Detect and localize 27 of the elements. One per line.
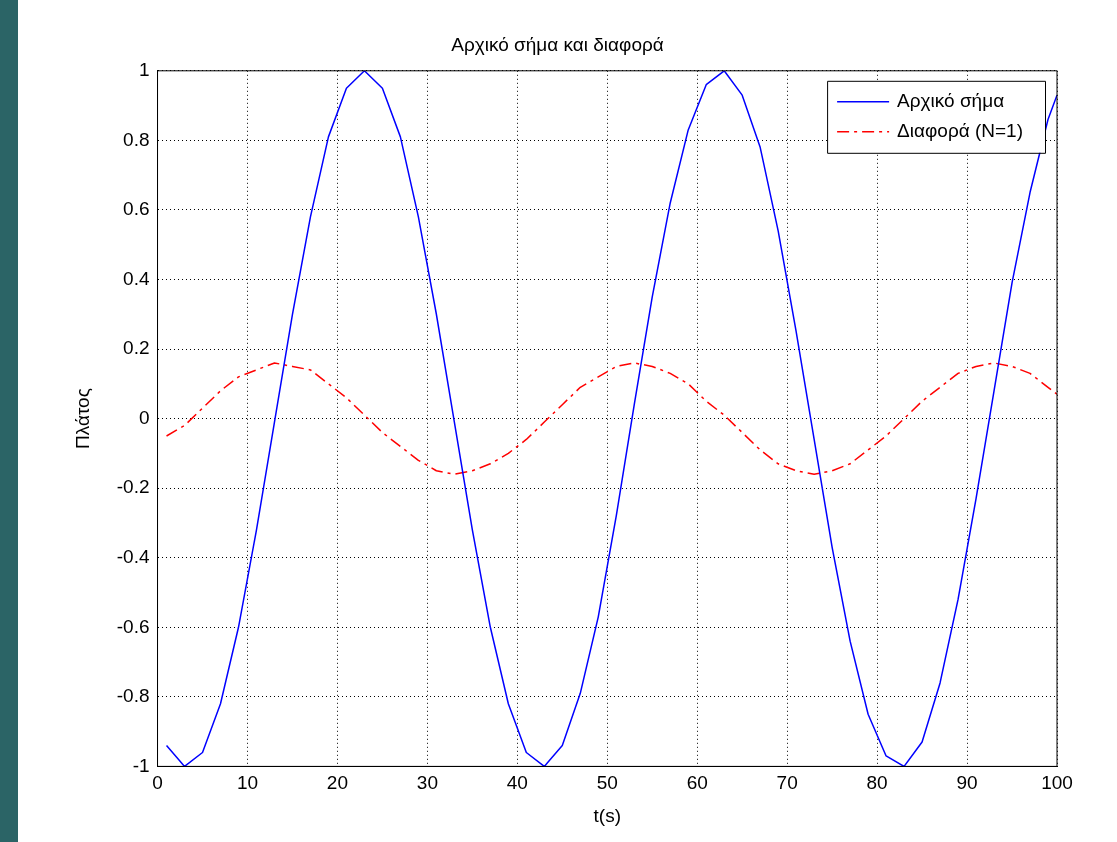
x-tick-label: 30 (416, 772, 438, 794)
y-tick-label: -0.6 (116, 615, 150, 637)
y-tick-label: 0.6 (123, 198, 150, 220)
x-tick-label: 50 (596, 772, 618, 794)
x-tick-label: 80 (866, 772, 888, 794)
y-tick-label: -1 (132, 754, 150, 776)
x-axis-title: t(s) (593, 804, 621, 826)
x-tick-label: 10 (236, 772, 259, 794)
legend-label: Διαφορά (N=1) (897, 120, 1024, 142)
y-tick-label: 0.2 (123, 337, 150, 359)
x-tick-label: 40 (506, 772, 528, 794)
y-tick-label: 1 (138, 59, 150, 81)
x-tick-label: 20 (326, 772, 348, 794)
chart-title: Αρχικό σήμα και διαφορά (451, 33, 664, 55)
y-tick-label: -0.8 (116, 685, 150, 707)
line-series (165, 362, 1057, 475)
x-tick-label: 60 (686, 772, 708, 794)
y-tick-label: 0.8 (123, 128, 150, 150)
x-tick-label: 100 (1041, 772, 1073, 794)
y-tick-label: 0 (138, 406, 150, 428)
legend-label: Αρχικό σήμα (897, 90, 1005, 112)
y-axis-title: Πλάτος (71, 388, 93, 450)
y-tick-label: -0.2 (116, 476, 150, 498)
y-tick-label: -0.4 (116, 545, 150, 567)
y-tick-label: 0.4 (123, 267, 150, 289)
x-tick-label: 90 (956, 772, 978, 794)
x-tick-label: 70 (776, 772, 798, 794)
